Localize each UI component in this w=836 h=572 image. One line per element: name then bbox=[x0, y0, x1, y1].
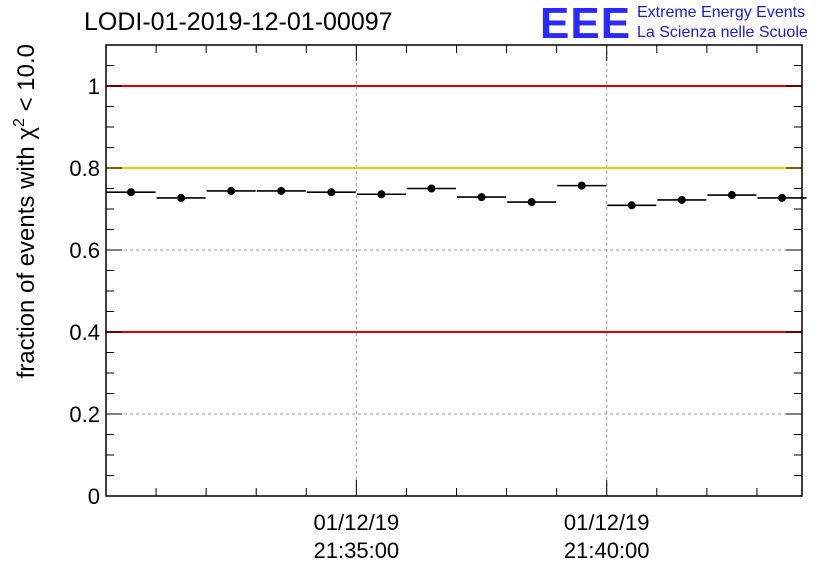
x-tick-label-date: 01/12/19 bbox=[314, 510, 400, 535]
data-point bbox=[227, 186, 236, 195]
data-point bbox=[677, 195, 686, 204]
data-point bbox=[327, 188, 336, 197]
x-tick-label-time: 21:35:00 bbox=[314, 538, 400, 563]
data-point bbox=[477, 193, 486, 202]
data-point bbox=[577, 181, 586, 190]
y-tick-label: 0.2 bbox=[69, 402, 100, 427]
x-tick-label-date: 01/12/19 bbox=[564, 510, 650, 535]
data-point bbox=[127, 188, 136, 197]
data-point bbox=[427, 184, 436, 193]
grid-layer bbox=[106, 45, 802, 496]
logo-line-1: Extreme Energy Events bbox=[637, 4, 806, 21]
reference-lines bbox=[106, 85, 802, 333]
plot-frame bbox=[105, 44, 803, 497]
x-tick-label-time: 21:40:00 bbox=[564, 538, 650, 563]
y-tick-label: 0.8 bbox=[69, 156, 100, 181]
axes-layer bbox=[105, 44, 803, 497]
data-point bbox=[377, 190, 386, 199]
labels-layer: 0 0.2 0.4 0.6 0.8 1 01/12/19 21:35:00 01/12/19 21… bbox=[11, 44, 650, 563]
y-tick-label: 1 bbox=[88, 74, 100, 99]
data-point bbox=[177, 193, 186, 202]
y-tick-label: 0.4 bbox=[69, 320, 100, 345]
data-point bbox=[627, 201, 636, 210]
chart-title: LODI-01-2019-12-01-00097 bbox=[84, 8, 393, 36]
data-point bbox=[527, 198, 536, 207]
eee-logo-mark: EEE bbox=[540, 0, 632, 48]
y-axis-label: fraction of events with χ2 < 10.0 bbox=[11, 44, 40, 378]
y-tick-label: 0 bbox=[88, 484, 100, 509]
y-tick-label: 0.6 bbox=[69, 238, 100, 263]
data-point bbox=[777, 193, 786, 202]
data-point bbox=[277, 186, 286, 195]
data-layer bbox=[106, 181, 807, 210]
logo-line-2: La Scienza nelle Scuole bbox=[637, 24, 808, 41]
data-point bbox=[727, 191, 736, 200]
